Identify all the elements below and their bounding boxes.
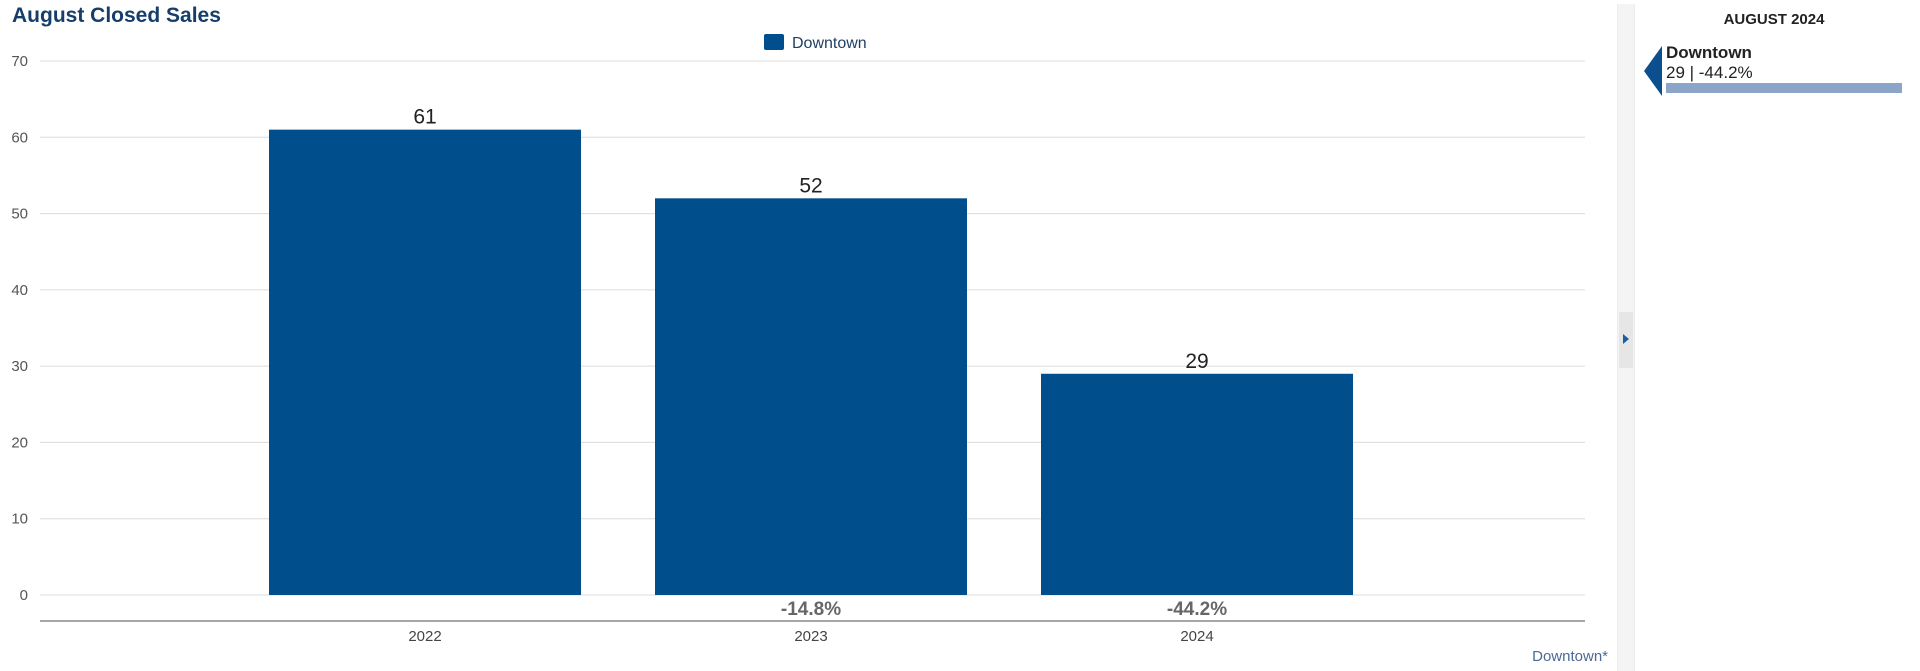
- summary-value: 29 | -44.2%: [1666, 63, 1753, 82]
- y-tick-label: 20: [11, 434, 28, 451]
- y-tick-label: 40: [11, 282, 28, 299]
- bar[interactable]: [1041, 373, 1353, 595]
- x-tick-label: 2023: [794, 628, 827, 645]
- y-tick-label: 60: [11, 129, 28, 146]
- summary-area-name: Downtown: [1666, 43, 1752, 62]
- legend[interactable]: Downtown: [764, 34, 867, 52]
- bar-value-label: 29: [1185, 350, 1208, 373]
- x-axis-ticks: 2022 2023 2024: [408, 628, 1213, 645]
- y-tick-label: 70: [11, 53, 28, 70]
- legend-swatch: [764, 34, 784, 50]
- change-label: -44.2%: [1167, 599, 1227, 620]
- y-tick-label: 0: [20, 587, 28, 604]
- chart-footnote: Downtown*: [1532, 648, 1608, 665]
- chart-title: August Closed Sales: [12, 4, 221, 27]
- y-tick-label: 30: [11, 358, 28, 375]
- sidebar-collapse-toggle[interactable]: [1617, 4, 1635, 671]
- legend-label: Downtown: [792, 35, 867, 52]
- change-label: -14.8%: [781, 599, 841, 620]
- bar-value-label: 61: [413, 106, 436, 129]
- bars: 61 52 -14.8% 29 -44.2%: [269, 106, 1353, 620]
- pointer-arrow-icon: [1644, 46, 1662, 96]
- summary-panel: AUGUST 2024 Downtown 29 | -44.2%: [1640, 0, 1920, 671]
- x-tick-label: 2024: [1180, 628, 1213, 645]
- y-axis-ticks: 0 10 20 30 40 50 60 70: [11, 53, 28, 604]
- summary-period: AUGUST 2024: [1723, 11, 1825, 28]
- x-tick-label: 2022: [408, 628, 441, 645]
- y-tick-label: 50: [11, 206, 28, 223]
- summary-bar-track: [1666, 83, 1902, 93]
- summary-bar: [1666, 83, 1902, 93]
- chevron-right-icon: [1623, 334, 1629, 344]
- y-tick-label: 10: [11, 511, 28, 528]
- bar[interactable]: [269, 129, 581, 595]
- bar[interactable]: [655, 198, 967, 596]
- bar-value-label: 52: [799, 174, 822, 197]
